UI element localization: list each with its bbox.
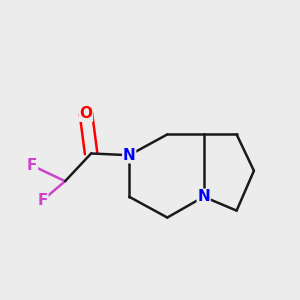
Text: N: N bbox=[197, 189, 210, 204]
Text: N: N bbox=[123, 148, 136, 163]
Text: O: O bbox=[80, 106, 92, 121]
Text: F: F bbox=[38, 193, 48, 208]
Text: F: F bbox=[27, 158, 38, 173]
